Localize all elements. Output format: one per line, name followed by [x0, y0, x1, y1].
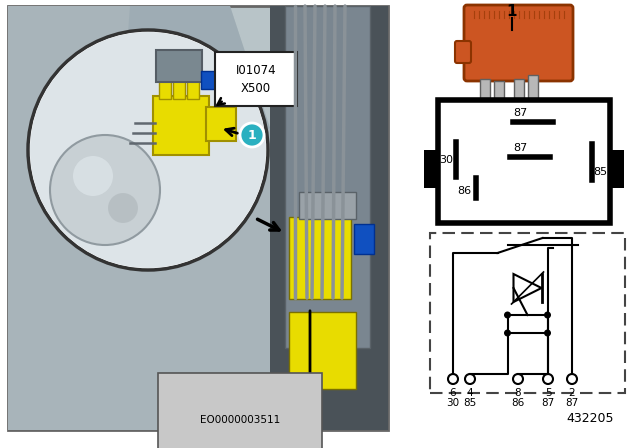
FancyBboxPatch shape — [201, 71, 217, 89]
FancyBboxPatch shape — [527, 74, 538, 99]
Circle shape — [28, 30, 268, 270]
Text: 8: 8 — [515, 388, 522, 398]
FancyBboxPatch shape — [464, 5, 573, 81]
FancyBboxPatch shape — [206, 107, 236, 141]
Circle shape — [544, 311, 551, 319]
Polygon shape — [270, 6, 388, 430]
FancyBboxPatch shape — [479, 78, 490, 103]
Circle shape — [50, 135, 160, 245]
FancyBboxPatch shape — [299, 192, 356, 219]
Text: 432205: 432205 — [566, 412, 614, 425]
Circle shape — [504, 311, 511, 319]
Text: 87: 87 — [513, 142, 527, 152]
Text: X500: X500 — [241, 82, 271, 95]
FancyBboxPatch shape — [493, 81, 504, 105]
Circle shape — [567, 374, 577, 384]
Text: 87: 87 — [541, 398, 555, 408]
Text: 87: 87 — [513, 108, 527, 118]
FancyBboxPatch shape — [289, 312, 356, 389]
Text: 30: 30 — [447, 398, 460, 408]
Circle shape — [543, 374, 553, 384]
FancyBboxPatch shape — [159, 75, 171, 99]
Text: 4: 4 — [467, 388, 474, 398]
FancyBboxPatch shape — [513, 78, 524, 103]
Text: 5: 5 — [545, 388, 551, 398]
Text: 85: 85 — [593, 167, 607, 177]
FancyBboxPatch shape — [285, 6, 370, 348]
Text: 1: 1 — [507, 4, 517, 18]
Polygon shape — [120, 6, 270, 168]
FancyBboxPatch shape — [187, 75, 199, 99]
Text: 2: 2 — [569, 388, 575, 398]
Text: 30: 30 — [439, 155, 453, 164]
Text: 86: 86 — [457, 186, 471, 196]
Text: 86: 86 — [511, 398, 525, 408]
FancyBboxPatch shape — [156, 50, 202, 82]
Circle shape — [448, 374, 458, 384]
Text: 87: 87 — [565, 398, 579, 408]
FancyBboxPatch shape — [153, 96, 209, 155]
FancyBboxPatch shape — [173, 75, 185, 99]
FancyBboxPatch shape — [430, 233, 625, 393]
Circle shape — [513, 374, 523, 384]
Circle shape — [465, 374, 475, 384]
Text: I01074: I01074 — [236, 64, 276, 77]
FancyBboxPatch shape — [508, 315, 547, 333]
FancyBboxPatch shape — [354, 224, 374, 254]
Circle shape — [73, 156, 113, 196]
Text: 6: 6 — [450, 388, 456, 398]
FancyBboxPatch shape — [455, 41, 471, 63]
FancyBboxPatch shape — [215, 52, 297, 106]
Circle shape — [30, 32, 266, 268]
FancyBboxPatch shape — [8, 6, 388, 430]
Text: 85: 85 — [463, 398, 477, 408]
FancyBboxPatch shape — [438, 100, 610, 223]
Circle shape — [544, 329, 551, 336]
Text: EO0000003511: EO0000003511 — [200, 415, 280, 425]
Polygon shape — [8, 6, 270, 430]
FancyBboxPatch shape — [289, 217, 351, 299]
Circle shape — [240, 123, 264, 147]
FancyBboxPatch shape — [424, 150, 439, 188]
Circle shape — [108, 193, 138, 223]
Text: 1: 1 — [248, 129, 257, 142]
Circle shape — [504, 329, 511, 336]
FancyBboxPatch shape — [609, 150, 624, 188]
